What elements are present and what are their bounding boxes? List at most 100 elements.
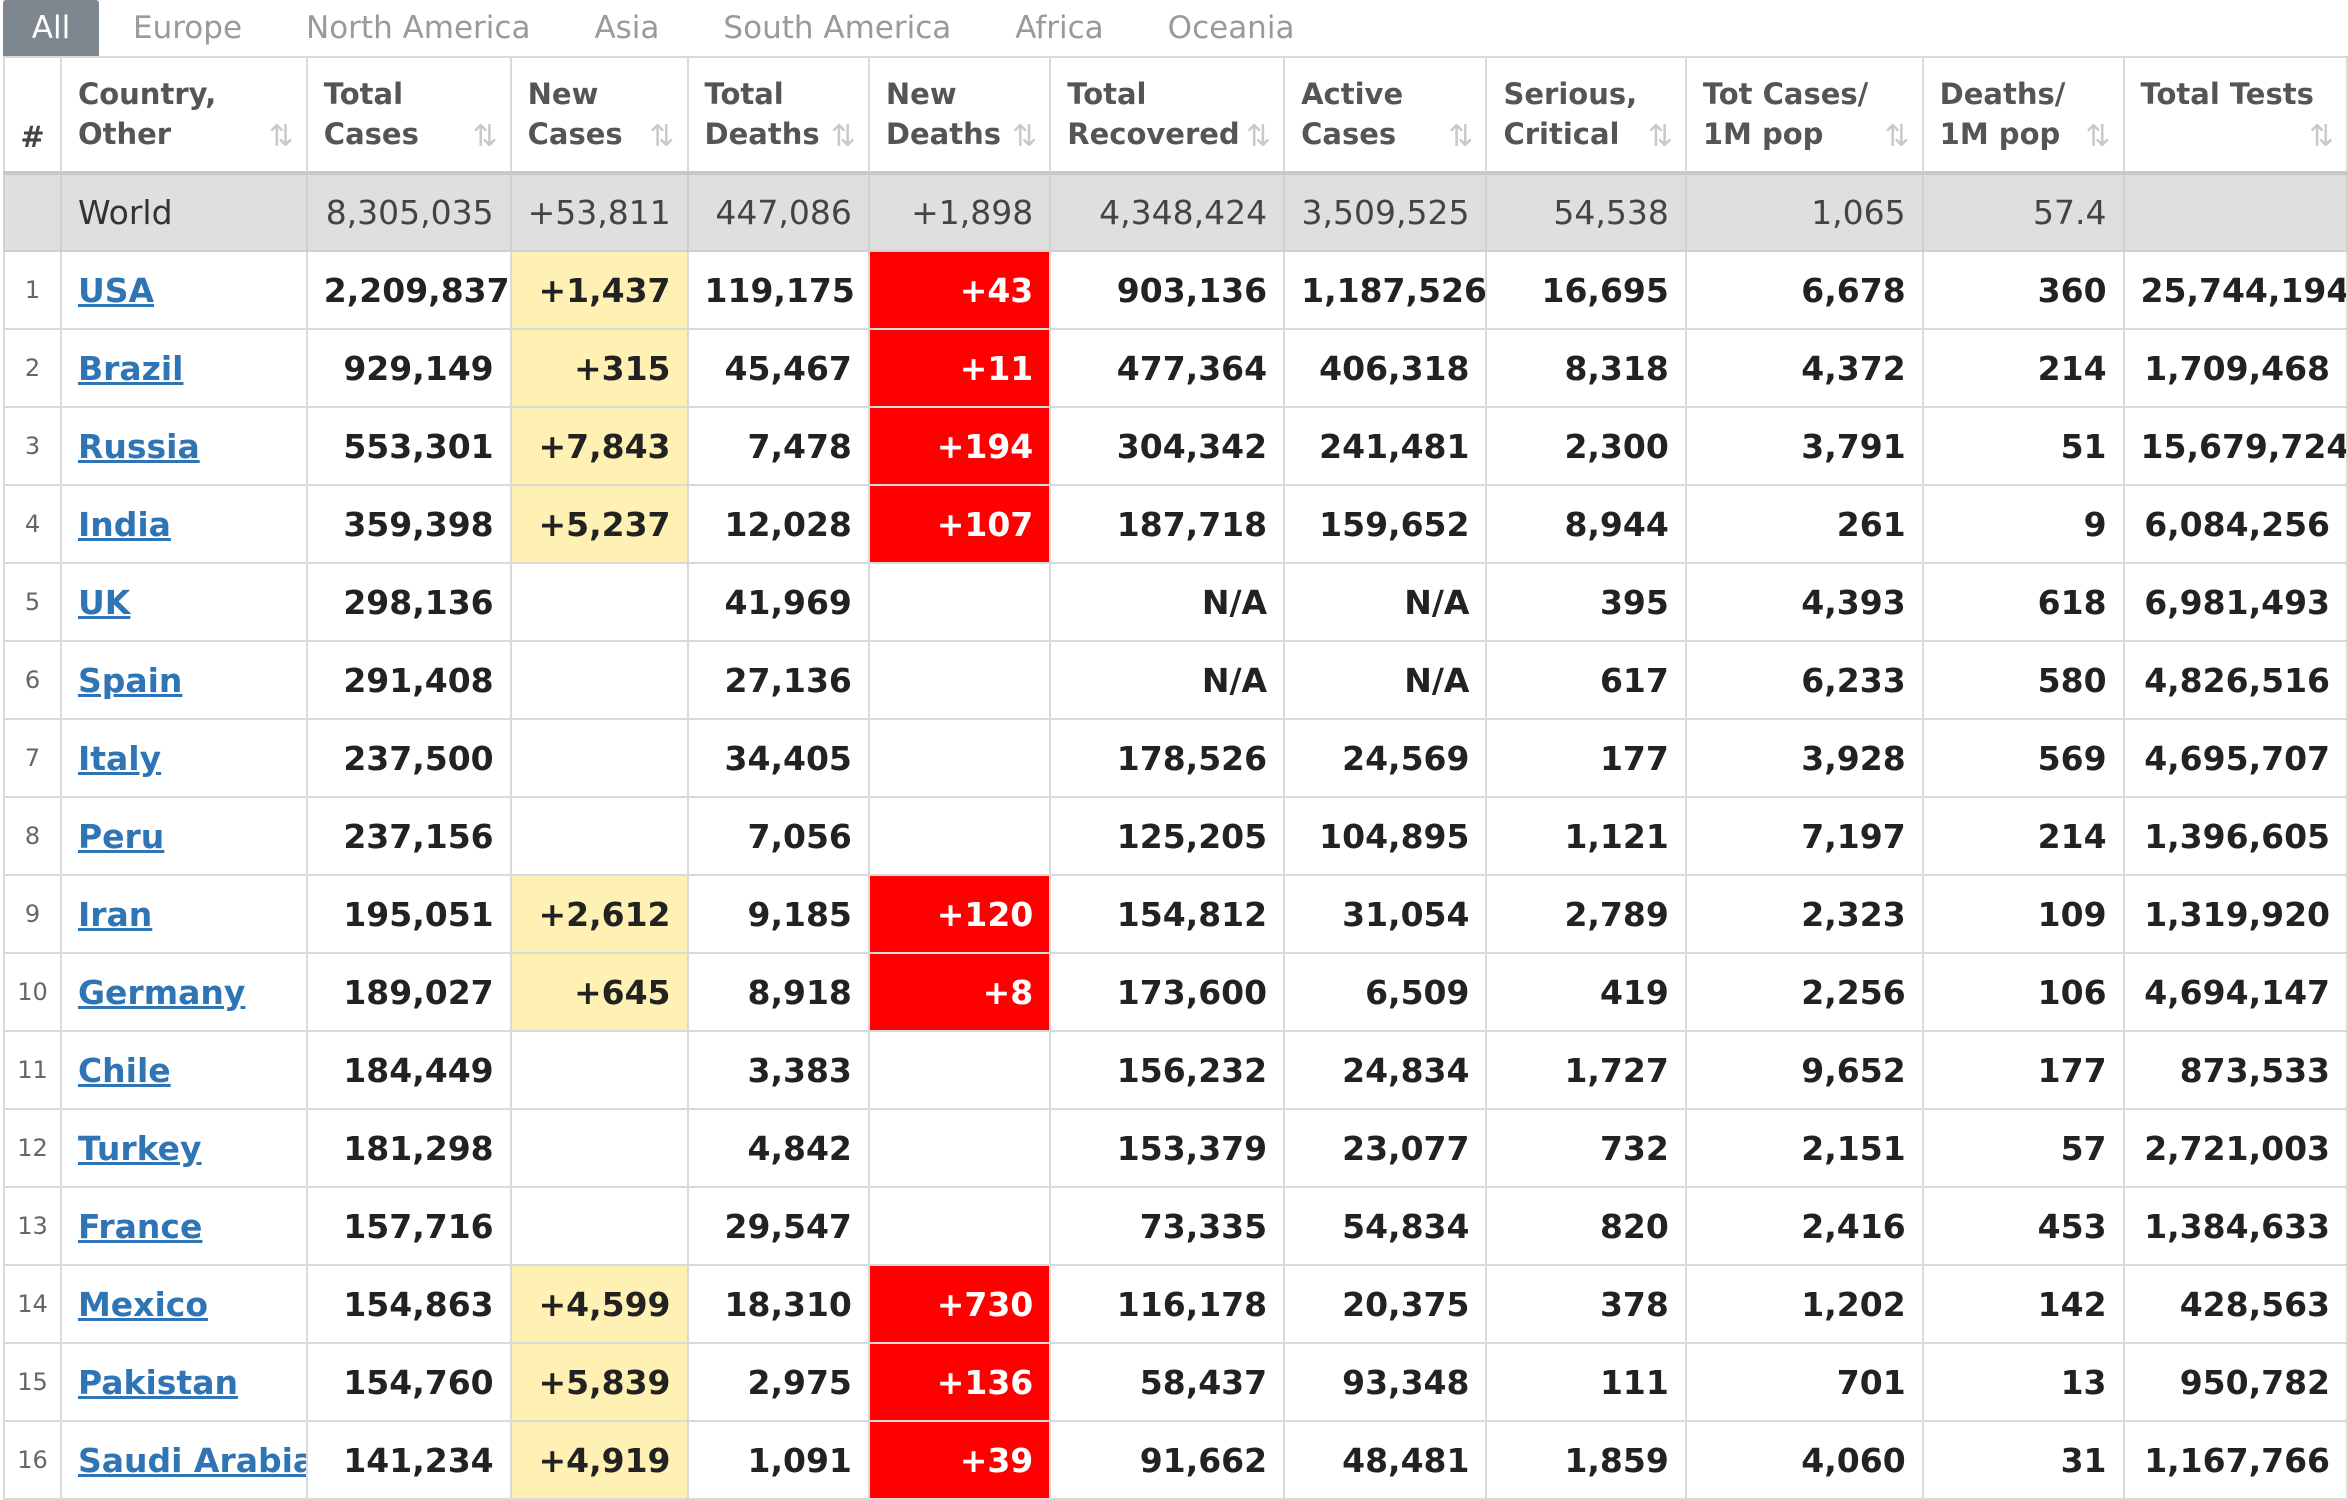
- sort-icon[interactable]: ⇅: [1448, 119, 1474, 154]
- sort-icon[interactable]: ⇅: [1245, 119, 1272, 154]
- serious-critical-cell: 177: [1485, 718, 1687, 798]
- country-link[interactable]: Brazil: [77, 348, 184, 388]
- sort-icon[interactable]: ⇅: [830, 119, 856, 154]
- sort-icon[interactable]: ⇅: [472, 119, 498, 154]
- column-header-active-cases[interactable]: Active Cases ⇅: [1283, 56, 1488, 175]
- table-header: # Country, Other ⇅ Total Cases ⇅ New Cases ⇅ To…: [3, 56, 2348, 175]
- cases-per-1m-cell: 4,393: [1684, 562, 1924, 642]
- deaths-per-1m-cell: 9: [1921, 484, 2125, 564]
- deaths-per-1m-cell: 177: [1921, 1030, 2125, 1110]
- sort-icon[interactable]: ⇅: [1647, 119, 1673, 154]
- column-header-serious-critical[interactable]: Serious, Critical ⇅: [1485, 56, 1687, 175]
- serious-critical-cell: 111: [1485, 1342, 1687, 1422]
- column-header-total-deaths[interactable]: Total Deaths ⇅: [686, 56, 870, 175]
- new-cases-cell: [509, 1108, 689, 1188]
- tab-north-america[interactable]: North America: [306, 10, 531, 46]
- country-link[interactable]: Pakistan: [77, 1362, 238, 1402]
- total-cases-cell: 929,149: [305, 328, 512, 408]
- sort-icon[interactable]: ⇅: [649, 119, 675, 154]
- column-header-cases-per-1m[interactable]: Tot Cases/ 1M pop ⇅: [1684, 56, 1924, 175]
- rank-cell: 7: [3, 718, 62, 798]
- new-deaths-cell: +43: [867, 250, 1052, 330]
- total-tests-cell: 4,695,707: [2122, 718, 2348, 798]
- tab-africa[interactable]: Africa: [1015, 10, 1104, 46]
- country-cell: France: [59, 1186, 308, 1266]
- region-tabs: All Europe North America Asia South America A…: [3, 0, 2348, 56]
- rank-cell: 11: [3, 1030, 62, 1110]
- column-header-label: Total Deaths: [704, 77, 820, 151]
- serious-critical-cell: 1,859: [1485, 1420, 1687, 1500]
- total-tests-cell: 428,563: [2122, 1264, 2348, 1344]
- country-link[interactable]: Russia: [77, 426, 200, 466]
- country-link[interactable]: France: [77, 1206, 203, 1246]
- column-header-country[interactable]: Country, Other ⇅: [59, 56, 308, 175]
- sort-icon[interactable]: ⇅: [1012, 119, 1038, 154]
- total-tests-cell: [2122, 172, 2348, 252]
- active-cases-cell: 159,652: [1283, 484, 1488, 564]
- rank-cell: 4: [3, 484, 62, 564]
- sort-icon[interactable]: ⇅: [2085, 119, 2111, 154]
- country-link[interactable]: India: [77, 504, 171, 544]
- deaths-per-1m-cell: 214: [1921, 796, 2125, 876]
- cases-per-1m-cell: 7,197: [1684, 796, 1924, 876]
- serious-critical-cell: 419: [1485, 952, 1687, 1032]
- rank-cell: 12: [3, 1108, 62, 1188]
- total-tests-cell: 25,744,194: [2122, 250, 2348, 330]
- tab-south-america[interactable]: South America: [723, 10, 952, 46]
- total-cases-cell: 141,234: [305, 1420, 512, 1500]
- country-link[interactable]: Mexico: [77, 1284, 209, 1324]
- deaths-per-1m-cell: 214: [1921, 328, 2125, 408]
- table-row: 16 Saudi Arabia 141,234 +4,919 1,091 +39 91,66…: [3, 1420, 2348, 1500]
- sort-icon[interactable]: ⇅: [268, 119, 294, 154]
- column-header-label: New Cases: [527, 77, 623, 151]
- tab-all[interactable]: All: [3, 0, 99, 56]
- rank-cell: 16: [3, 1420, 62, 1500]
- rank-cell: 9: [3, 874, 62, 954]
- country-link[interactable]: Spain: [77, 660, 183, 700]
- new-cases-cell: +5,237: [509, 484, 689, 564]
- total-cases-cell: 157,716: [305, 1186, 512, 1266]
- cases-per-1m-cell: 4,060: [1684, 1420, 1924, 1500]
- country-link[interactable]: Peru: [77, 816, 165, 856]
- sort-icon[interactable]: ⇅: [1884, 119, 1910, 154]
- column-header-total-recovered[interactable]: Total Recovered ⇅: [1049, 56, 1286, 175]
- tab-oceania[interactable]: Oceania: [1167, 10, 1295, 46]
- total-recovered-cell: N/A: [1049, 640, 1286, 720]
- tab-asia[interactable]: Asia: [594, 10, 660, 46]
- new-deaths-cell: [867, 1186, 1052, 1266]
- column-header-rank[interactable]: #: [3, 56, 62, 175]
- country-link[interactable]: USA: [77, 270, 155, 310]
- country-link[interactable]: Italy: [77, 738, 162, 778]
- country-link[interactable]: Iran: [77, 894, 153, 934]
- tab-europe[interactable]: Europe: [133, 10, 243, 46]
- new-cases-cell: [509, 1186, 689, 1266]
- sort-icon[interactable]: ⇅: [2308, 119, 2334, 154]
- column-header-new-deaths[interactable]: New Deaths ⇅: [867, 56, 1052, 175]
- total-deaths-cell: 3,383: [686, 1030, 870, 1110]
- country-cell: World: [59, 172, 308, 252]
- deaths-per-1m-cell: 57.4: [1921, 172, 2125, 252]
- column-header-total-tests[interactable]: Total Tests ⇅: [2122, 56, 2348, 175]
- column-header-new-cases[interactable]: New Cases ⇅: [509, 56, 689, 175]
- active-cases-cell: N/A: [1283, 562, 1488, 642]
- rank-cell: 15: [3, 1342, 62, 1422]
- country-cell: Chile: [59, 1030, 308, 1110]
- column-header-total-cases[interactable]: Total Cases ⇅: [305, 56, 512, 175]
- table-row: 11 Chile 184,449 3,383 156,232 24,834 1,727 9,6…: [3, 1030, 2348, 1110]
- country-link[interactable]: UK: [77, 582, 131, 622]
- table-row: 1 USA 2,209,837 +1,437 119,175 +43 903,136 1,18…: [3, 250, 2348, 330]
- country-link[interactable]: Chile: [77, 1050, 171, 1090]
- new-deaths-cell: +11: [867, 328, 1052, 408]
- new-cases-cell: +7,843: [509, 406, 689, 486]
- cases-per-1m-cell: 701: [1684, 1342, 1924, 1422]
- new-deaths-cell: +8: [867, 952, 1052, 1032]
- column-header-label: Deaths/ 1M pop: [1939, 77, 2066, 151]
- total-deaths-cell: 447,086: [686, 172, 870, 252]
- country-link[interactable]: Saudi Arabia: [77, 1440, 307, 1480]
- new-cases-cell: +5,839: [509, 1342, 689, 1422]
- column-header-deaths-per-1m[interactable]: Deaths/ 1M pop ⇅: [1921, 56, 2125, 175]
- total-cases-cell: 359,398: [305, 484, 512, 564]
- country-link[interactable]: Germany: [77, 972, 246, 1012]
- deaths-per-1m-cell: 142: [1921, 1264, 2125, 1344]
- country-link[interactable]: Turkey: [77, 1128, 202, 1168]
